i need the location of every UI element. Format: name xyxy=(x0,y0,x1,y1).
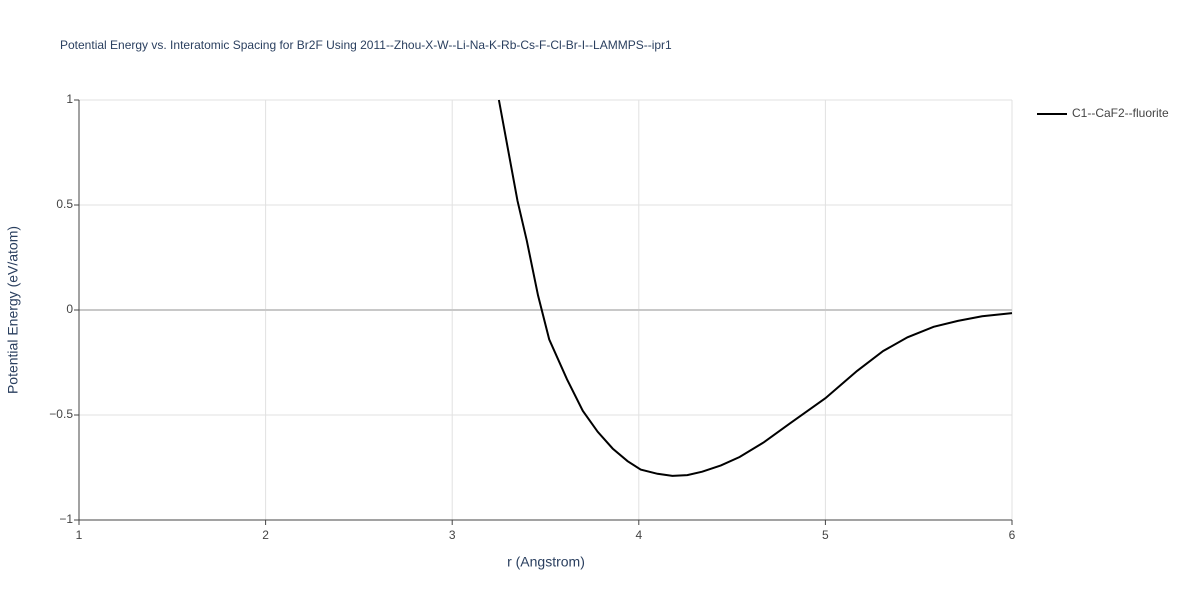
y-tick-label: 1 xyxy=(66,92,73,106)
y-tick-label: −0.5 xyxy=(49,407,73,421)
y-axis-label: Potential Energy (eV/atom) xyxy=(5,226,21,394)
x-tick-label: 6 xyxy=(1009,528,1016,542)
x-axis-label: r (Angstrom) xyxy=(507,554,585,570)
x-tick-label: 3 xyxy=(449,528,456,542)
x-tick-label: 4 xyxy=(635,528,642,542)
x-tick-label: 2 xyxy=(262,528,269,542)
y-tick-label: 0.5 xyxy=(56,197,73,211)
series-line xyxy=(497,99,1013,477)
legend-label: C1--CaF2--fluorite xyxy=(1072,106,1169,120)
y-tick-label: −1 xyxy=(59,512,73,526)
x-tick-label: 5 xyxy=(822,528,829,542)
chart-title: Potential Energy vs. Interatomic Spacing… xyxy=(60,38,672,52)
y-tick-label: 0 xyxy=(66,302,73,316)
x-tick-label: 1 xyxy=(76,528,83,542)
